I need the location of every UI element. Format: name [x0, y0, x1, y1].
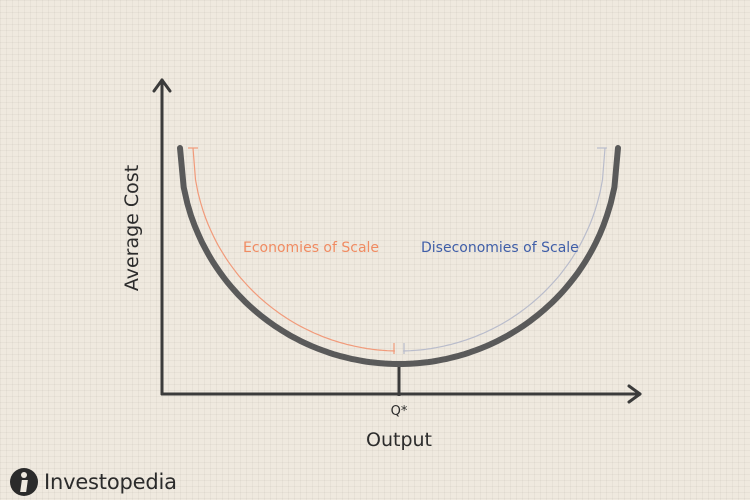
investopedia-i-icon — [10, 468, 38, 496]
y-axis-title: Average Cost — [121, 165, 143, 291]
y-axis-arrow — [152, 78, 172, 93]
diseconomies-bracket — [403, 147, 606, 352]
x-axis-title: Output — [366, 429, 432, 451]
logo-text: Investopedia — [44, 470, 177, 494]
q-star-tick-label: Q* — [391, 404, 408, 419]
investopedia-logo: Investopedia — [10, 466, 177, 498]
diseconomies-of-scale-label: Diseconomies of Scale — [421, 240, 579, 256]
x-axis-arrow — [627, 384, 642, 404]
economies-of-scale-label: Economies of Scale — [243, 240, 379, 256]
economies-bracket — [192, 147, 395, 352]
average-cost-curve — [177, 145, 621, 367]
